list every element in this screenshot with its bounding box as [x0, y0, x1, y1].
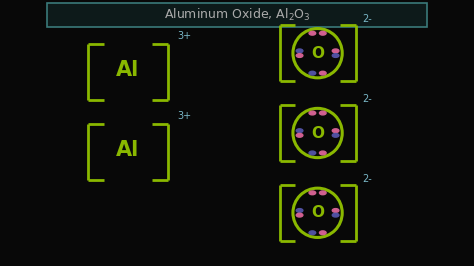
Text: Al: Al: [116, 140, 140, 160]
FancyBboxPatch shape: [47, 3, 427, 27]
Circle shape: [296, 134, 303, 137]
Text: 3+: 3+: [178, 31, 192, 41]
Text: Al: Al: [116, 60, 140, 81]
Circle shape: [296, 129, 303, 132]
Circle shape: [332, 213, 339, 217]
Circle shape: [309, 31, 316, 35]
Text: 2-: 2-: [363, 14, 373, 24]
Circle shape: [332, 129, 339, 132]
Circle shape: [319, 151, 326, 155]
Circle shape: [319, 111, 326, 115]
Circle shape: [332, 49, 339, 53]
Circle shape: [319, 31, 326, 35]
Text: Aluminum Oxide, Al$_2$O$_3$: Aluminum Oxide, Al$_2$O$_3$: [164, 7, 310, 23]
Text: 2-: 2-: [363, 94, 373, 104]
Circle shape: [296, 209, 303, 212]
Text: O: O: [311, 205, 324, 220]
Circle shape: [319, 71, 326, 75]
Text: O: O: [311, 126, 324, 140]
Circle shape: [309, 231, 316, 235]
Circle shape: [319, 191, 326, 195]
Circle shape: [319, 231, 326, 235]
Circle shape: [332, 134, 339, 137]
Circle shape: [332, 209, 339, 212]
Text: 2-: 2-: [363, 173, 373, 184]
Circle shape: [296, 54, 303, 57]
Circle shape: [309, 111, 316, 115]
Circle shape: [296, 49, 303, 53]
Circle shape: [309, 71, 316, 75]
Circle shape: [309, 191, 316, 195]
Circle shape: [309, 151, 316, 155]
Text: 3+: 3+: [178, 111, 192, 121]
Circle shape: [332, 54, 339, 57]
Circle shape: [296, 213, 303, 217]
Text: O: O: [311, 46, 324, 61]
